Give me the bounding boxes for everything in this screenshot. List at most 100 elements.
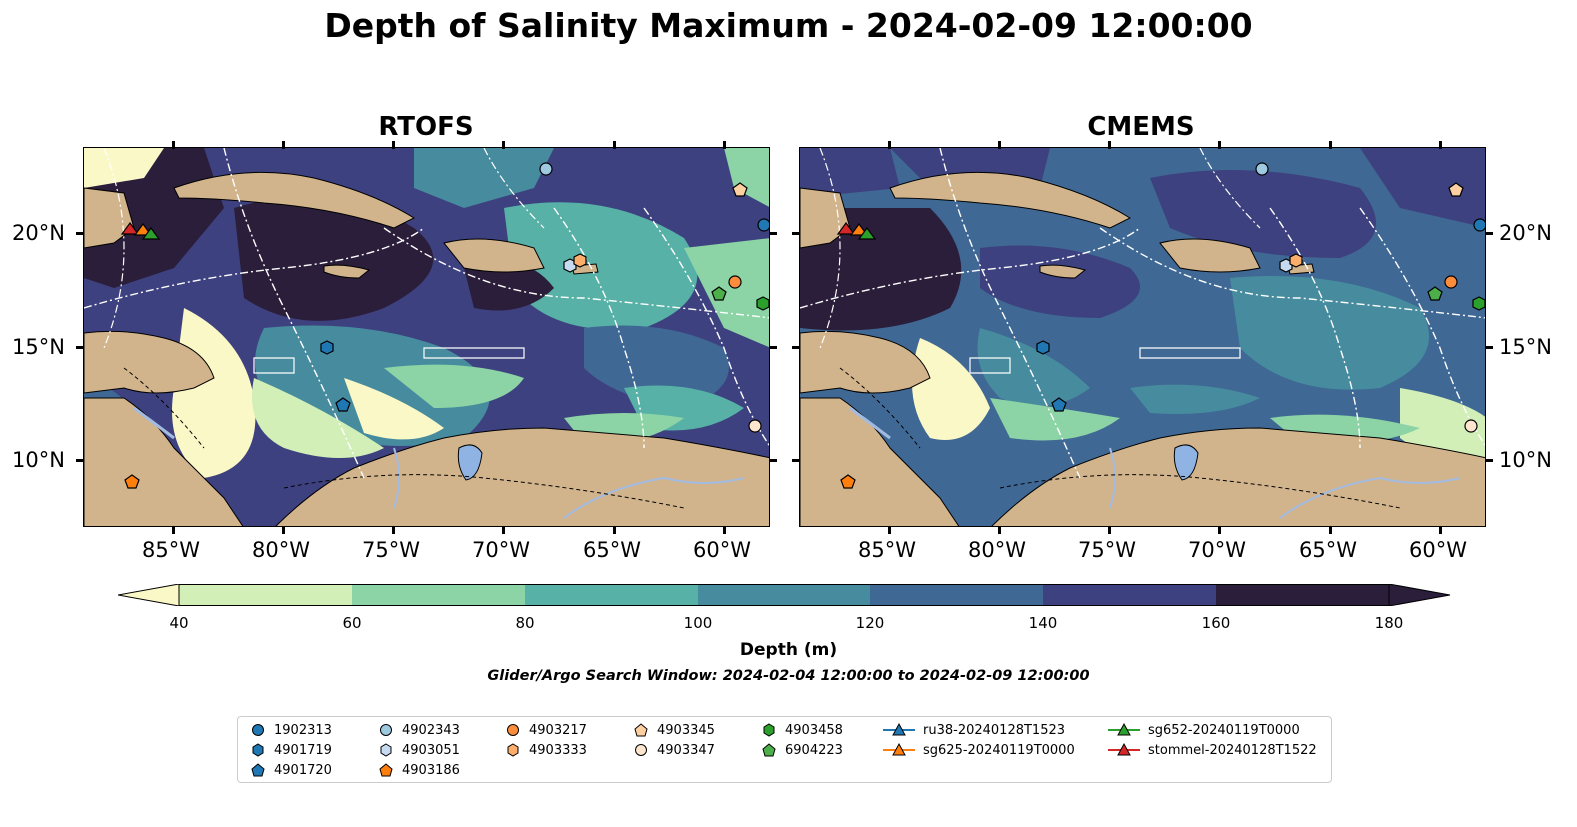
lon-tick-left-80w: 80°W [252,538,310,562]
hexagon-marker-icon [380,743,392,757]
panel-title-cmems: CMEMS [1087,112,1195,142]
lon-tick-right-80w: 80°W [968,538,1026,562]
lon-tick-right-85w: 85°W [858,538,916,562]
legend-item-4903186: 4903186 [378,762,460,778]
circle-marker-icon [635,744,647,756]
triangle-line-marker-icon [883,742,915,756]
legend-item-sg625: sg625-20240119T0000 [883,742,1075,758]
float-4903217-marker[interactable] [1444,275,1458,289]
legend-item-1902313: 1902313 [250,722,332,738]
legend: 1902313 4901719 4901720 4902343 4903051 … [237,716,1332,783]
pentagon-marker-icon [379,763,393,777]
cmems-field [800,148,1485,526]
colorbar-extend-low [118,584,180,606]
figure-title: Depth of Salinity Maximum - 2024-02-09 1… [324,6,1253,45]
legend-item-4901719: 4901719 [250,742,332,758]
float-4903186-marker[interactable] [124,474,140,489]
pentagon-marker-icon [251,763,265,777]
float-4903186-marker[interactable] [840,474,856,489]
float-4903347-marker[interactable] [748,419,762,433]
colorbar-extend-high [1388,584,1451,606]
glider-stommel-marker[interactable] [120,221,140,235]
legend-item-4903345: 4903345 [633,722,715,738]
float-4903347-marker[interactable] [1464,419,1478,433]
legend-item-4903051: 4903051 [378,742,460,758]
legend-item-4903458: 4903458 [761,722,843,738]
colorbar-bin-80-100 [525,584,698,606]
float-4902343-marker[interactable] [1255,162,1269,176]
colorbar-bin-160-180 [1216,584,1389,606]
lat-tick-right-10n: 10°N [1499,448,1552,472]
legend-item-4901720: 4901720 [250,762,332,778]
map-rtofs [83,147,770,527]
glider-sg652-marker[interactable] [141,226,161,240]
colorbar-tick-160: 160 [1201,614,1231,632]
float-4903333-marker[interactable] [1289,253,1303,268]
float-1902313-marker[interactable] [1473,218,1486,232]
lon-tick-left-65w: 65°W [583,538,641,562]
legend-item-sg652: sg652-20240119T0000 [1108,722,1300,738]
hexagon-marker-icon [507,743,519,757]
colorbar-tick-60: 60 [342,614,362,632]
colorbar-tick-100: 100 [683,614,713,632]
glider-sg625-marker[interactable] [849,222,869,236]
circle-marker-icon [507,724,519,736]
colorbar-tick-120: 120 [855,614,885,632]
legend-item-4903347: 4903347 [633,742,715,758]
lat-tick-right-20n: 20°N [1499,221,1552,245]
pentagon-marker-icon [634,723,648,737]
colorbar-tick-40: 40 [169,614,189,632]
lon-tick-right-65w: 65°W [1299,538,1357,562]
pentagon-marker-icon [762,743,776,757]
panel-title-rtofs: RTOFS [378,112,474,142]
triangle-line-marker-icon [1108,722,1140,736]
float-4903345-marker[interactable] [732,182,748,197]
cmems-markers [836,162,1486,489]
float-4903458-marker[interactable] [1472,296,1485,311]
lon-tick-right-75w: 75°W [1078,538,1136,562]
colorbar-tick-80: 80 [515,614,535,632]
triangle-line-marker-icon [1108,742,1140,756]
triangle-line-marker-icon [883,722,915,736]
float-4901720-marker[interactable] [335,397,351,412]
circle-marker-icon [252,724,264,736]
legend-item-4902343: 4902343 [378,722,460,738]
lon-tick-left-75w: 75°W [362,538,420,562]
float-1902313-marker[interactable] [757,218,770,232]
lon-tick-right-70w: 70°W [1188,538,1246,562]
float-4903333-marker[interactable] [573,253,587,268]
glider-sg652-marker[interactable] [857,226,877,240]
colorbar-bin-120-140 [870,584,1043,606]
colorbar-bin-140-160 [1043,584,1216,606]
colorbar-label: Depth (m) [739,640,838,660]
float-4903217-marker[interactable] [728,275,742,289]
search-window-text: Glider/Argo Search Window: 2024-02-04 12… [487,668,1090,684]
lon-tick-right-60w: 60°W [1409,538,1467,562]
hexagon-marker-icon [252,743,264,757]
rtofs-markers [120,162,770,489]
legend-item-ru38: ru38-20240128T1523 [883,722,1065,738]
colorbar-bin-60-80 [352,584,525,606]
float-4903345-marker[interactable] [1448,182,1464,197]
float-4902343-marker[interactable] [539,162,553,176]
float-6904223-marker[interactable] [1427,286,1443,301]
lat-tick-right-15n: 15°N [1499,335,1552,359]
lat-tick-left-20n: 20°N [12,221,65,245]
glider-sg625-marker[interactable] [133,222,153,236]
map-cmems [799,147,1486,527]
float-4901719-marker[interactable] [320,340,334,355]
float-6904223-marker[interactable] [711,286,727,301]
rtofs-field [84,148,769,526]
glider-stommel-marker[interactable] [836,221,856,235]
legend-item-6904223: 6904223 [761,742,843,758]
float-4901719-marker[interactable] [1036,340,1050,355]
lat-tick-left-10n: 10°N [12,448,65,472]
colorbar [118,584,1451,606]
lon-tick-left-60w: 60°W [693,538,751,562]
float-4901720-marker[interactable] [1051,397,1067,412]
circle-marker-icon [380,724,392,736]
lat-tick-left-15n: 15°N [12,335,65,359]
legend-item-4903217: 4903217 [505,722,587,738]
float-4903458-marker[interactable] [756,296,769,311]
colorbar-bin-100-120 [698,584,870,606]
